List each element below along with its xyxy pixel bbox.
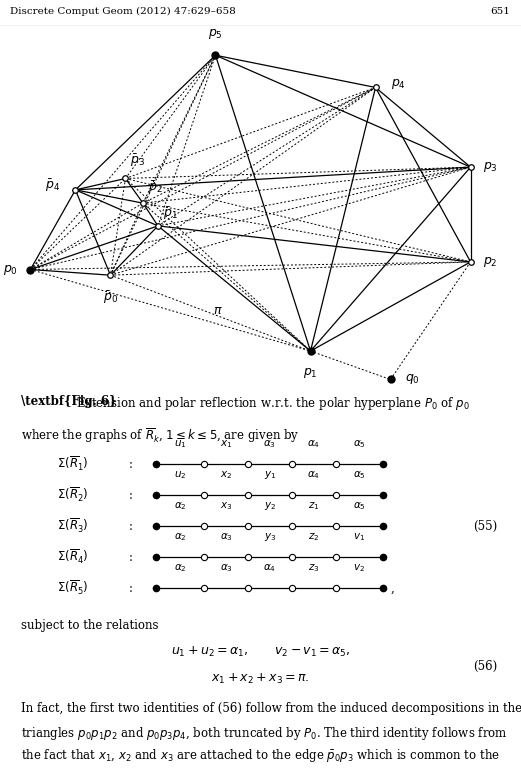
Text: $\Sigma(\overline{R}_2)$: $\Sigma(\overline{R}_2)$ bbox=[57, 486, 89, 505]
Text: $q_0$: $q_0$ bbox=[404, 372, 419, 386]
Text: $\bar{p}_2$: $\bar{p}_2$ bbox=[148, 179, 163, 196]
Text: $x_1$: $x_1$ bbox=[220, 438, 232, 450]
Text: $\bar{p}_1$: $\bar{p}_1$ bbox=[163, 206, 178, 222]
Text: $x_3$: $x_3$ bbox=[220, 500, 232, 512]
Text: :: : bbox=[129, 582, 133, 594]
Text: subject to the relations: subject to the relations bbox=[21, 619, 158, 632]
Text: $p_1$: $p_1$ bbox=[303, 366, 318, 380]
Text: $\Sigma(\overline{R}_1)$: $\Sigma(\overline{R}_1)$ bbox=[57, 455, 89, 474]
Text: :: : bbox=[129, 520, 133, 533]
Text: $\alpha_5$: $\alpha_5$ bbox=[353, 469, 366, 481]
Text: $\Sigma(\overline{R}_3)$: $\Sigma(\overline{R}_3)$ bbox=[57, 517, 89, 536]
Text: $v_1$: $v_1$ bbox=[353, 531, 365, 543]
Text: $\alpha_3$: $\alpha_3$ bbox=[264, 438, 276, 450]
Text: $y_1$: $y_1$ bbox=[264, 468, 276, 481]
Text: $z_2$: $z_2$ bbox=[308, 531, 319, 543]
Text: $p_0$: $p_0$ bbox=[3, 262, 18, 276]
Text: $v_2$: $v_2$ bbox=[353, 562, 365, 574]
Text: 651: 651 bbox=[491, 7, 511, 16]
Text: where the graphs of $\overline{R}_k$, $1 \leq k \leq 5$, are given by: where the graphs of $\overline{R}_k$, $1… bbox=[21, 426, 300, 444]
Text: $p_2$: $p_2$ bbox=[483, 255, 498, 269]
Text: $\alpha_4$: $\alpha_4$ bbox=[307, 469, 320, 481]
Text: (56): (56) bbox=[473, 660, 498, 673]
Text: $\alpha_3$: $\alpha_3$ bbox=[220, 562, 232, 574]
Text: $p_5$: $p_5$ bbox=[208, 27, 223, 41]
Text: $y_2$: $y_2$ bbox=[264, 499, 276, 512]
Text: $\Sigma(\overline{R}_4)$: $\Sigma(\overline{R}_4)$ bbox=[57, 548, 89, 567]
Text: Extension and polar reflection w.r.t. the polar hyperplane $P_0$ of $p_0$: Extension and polar reflection w.r.t. th… bbox=[76, 395, 469, 412]
Text: $\bar{p}_4$: $\bar{p}_4$ bbox=[45, 178, 60, 194]
Text: $p_3$: $p_3$ bbox=[483, 160, 498, 174]
Text: $x_1 + x_2 + x_3 = \pi.$: $x_1 + x_2 + x_3 = \pi.$ bbox=[212, 672, 309, 687]
Text: $p_4$: $p_4$ bbox=[391, 77, 405, 91]
Text: $\alpha_2$: $\alpha_2$ bbox=[174, 531, 187, 543]
Text: $\alpha_3$: $\alpha_3$ bbox=[220, 531, 232, 543]
Text: $\alpha_4$: $\alpha_4$ bbox=[307, 438, 320, 450]
Text: triangles $p_0p_1p_2$ and $p_0p_3p_4$, both truncated by $P_0$. The third identi: triangles $p_0p_1p_2$ and $p_0p_3p_4$, b… bbox=[21, 724, 507, 741]
Text: (55): (55) bbox=[473, 520, 498, 533]
Text: $z_1$: $z_1$ bbox=[308, 500, 319, 512]
Text: $\alpha_2$: $\alpha_2$ bbox=[174, 562, 187, 574]
Text: $x_2$: $x_2$ bbox=[220, 469, 232, 481]
Text: $\pi$: $\pi$ bbox=[213, 303, 223, 317]
Text: $z_3$: $z_3$ bbox=[308, 562, 319, 574]
Text: $\alpha_2$: $\alpha_2$ bbox=[174, 500, 187, 512]
Text: ,: , bbox=[391, 582, 394, 594]
Text: Discrete Comput Geom (2012) 47:629–658: Discrete Comput Geom (2012) 47:629–658 bbox=[10, 7, 236, 16]
Text: :: : bbox=[129, 458, 133, 471]
Text: $\alpha_4$: $\alpha_4$ bbox=[263, 562, 277, 574]
Text: $\alpha_5$: $\alpha_5$ bbox=[353, 438, 366, 450]
Text: $u_1 + u_2 = \alpha_1, \qquad v_2 - v_1 = \alpha_5,$: $u_1 + u_2 = \alpha_1, \qquad v_2 - v_1 … bbox=[171, 645, 350, 659]
Text: $\bar{p}_3$: $\bar{p}_3$ bbox=[130, 152, 145, 169]
Text: In fact, the first two identities of (56) follow from the induced decompositions: In fact, the first two identities of (56… bbox=[21, 703, 521, 715]
Text: $u_2$: $u_2$ bbox=[174, 469, 187, 481]
Text: the fact that $x_1$, $x_2$ and $x_3$ are attached to the edge $\bar{p}_0p_3$ whi: the fact that $x_1$, $x_2$ and $x_3$ are… bbox=[21, 748, 500, 764]
Text: \textbf{Fig. 6}: \textbf{Fig. 6} bbox=[21, 395, 116, 408]
Text: $u_1$: $u_1$ bbox=[174, 438, 187, 450]
Text: $\alpha_5$: $\alpha_5$ bbox=[353, 500, 366, 512]
Text: $\Sigma(\overline{R}_5)$: $\Sigma(\overline{R}_5)$ bbox=[57, 579, 89, 598]
Text: $\bar{p}_0$: $\bar{p}_0$ bbox=[103, 289, 118, 307]
Text: :: : bbox=[129, 551, 133, 563]
Text: $y_3$: $y_3$ bbox=[264, 530, 276, 543]
Text: :: : bbox=[129, 489, 133, 502]
